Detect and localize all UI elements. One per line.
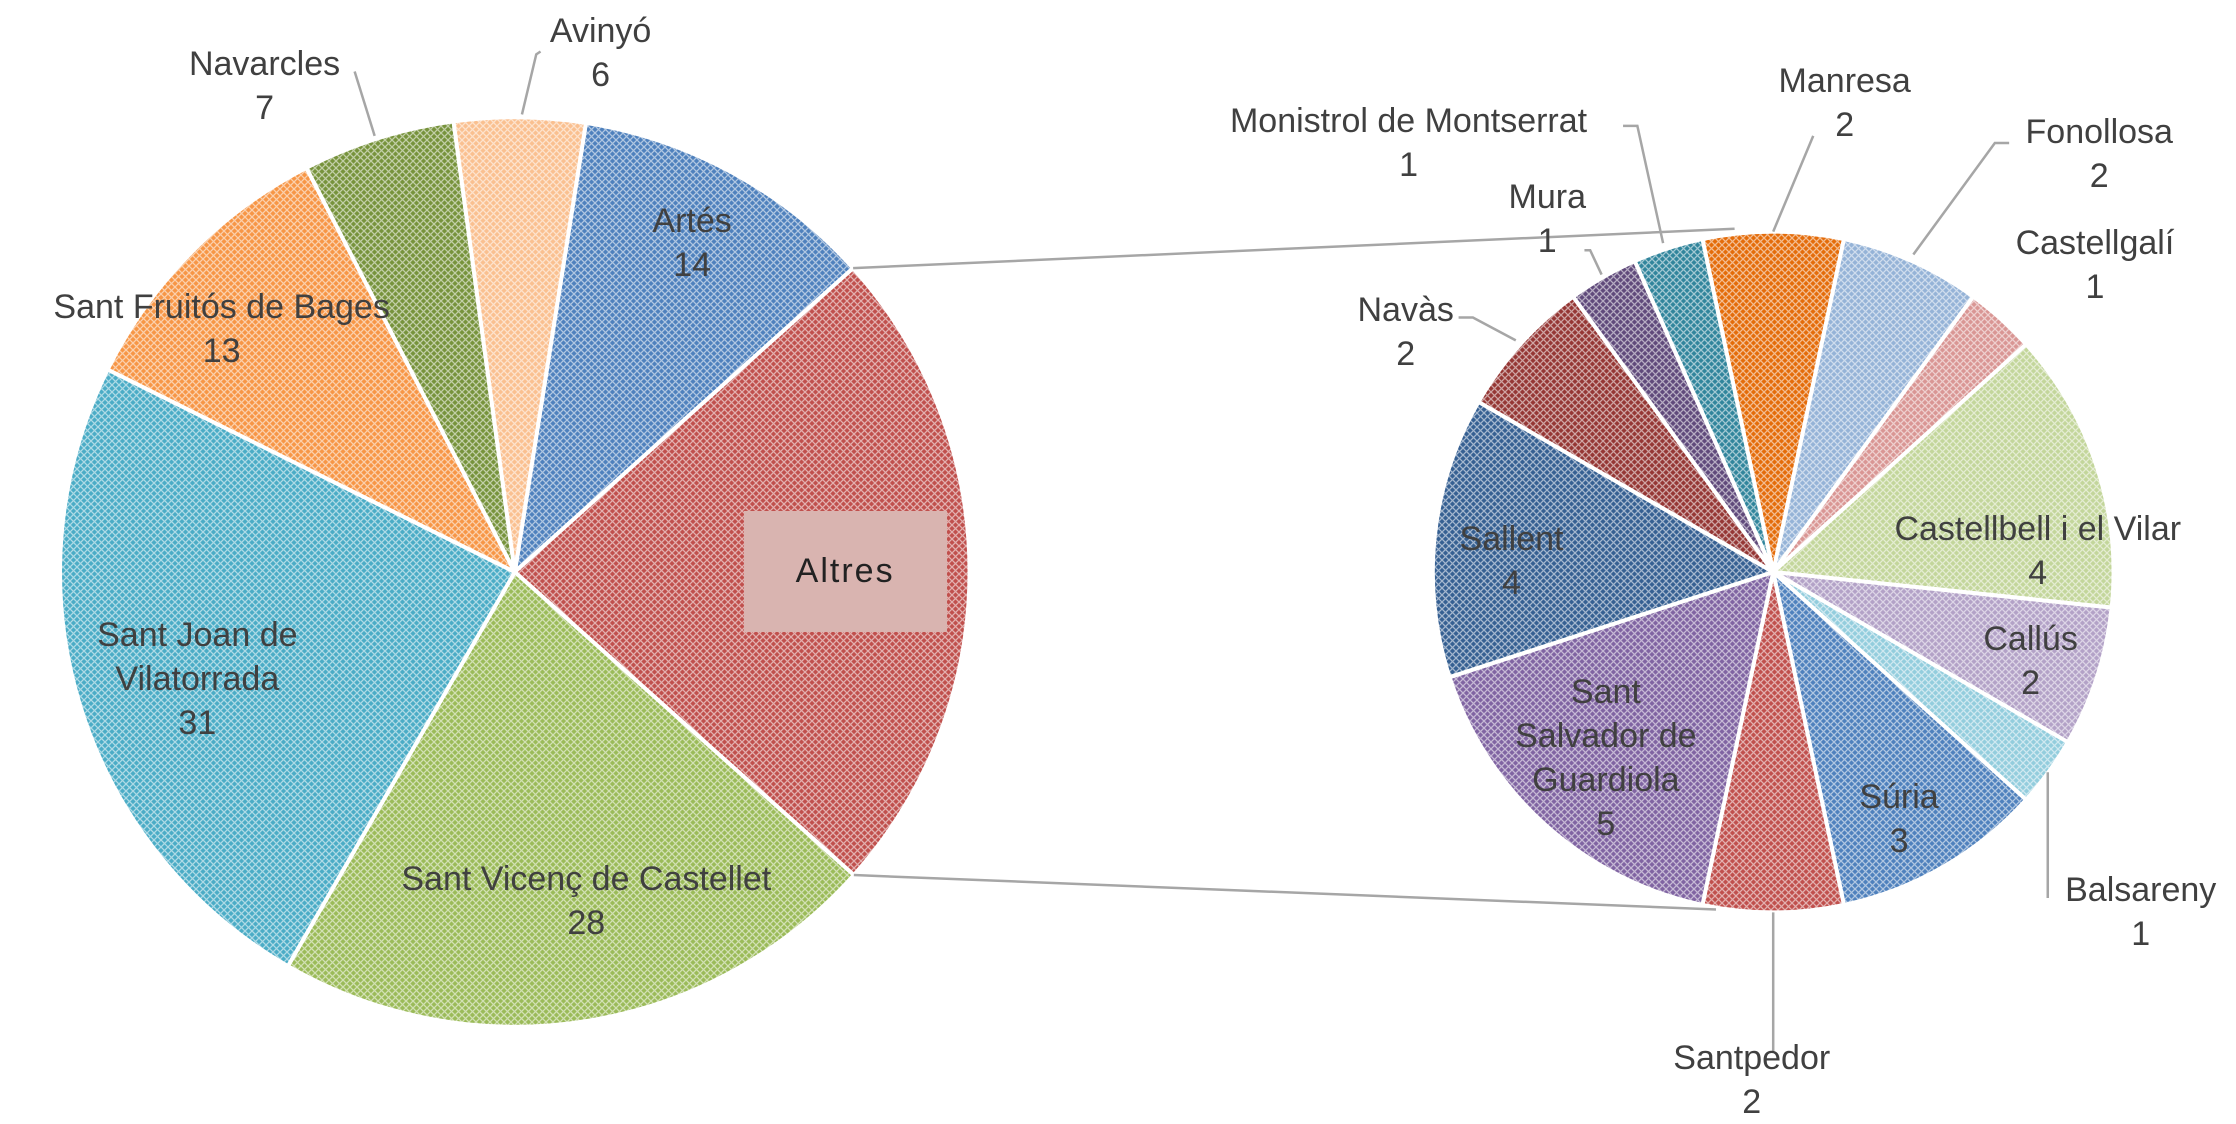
label-value: 28: [567, 903, 606, 942]
label-name: Mura: [1508, 177, 1586, 216]
data-label: Callús 2: [1983, 617, 2077, 705]
leader-line: [353, 71, 376, 137]
label-name: Artés: [652, 202, 732, 241]
label-value: 31: [178, 704, 217, 743]
label-value: 14: [673, 246, 712, 285]
data-label: Sant Fruitós de Bages 13: [53, 285, 389, 373]
data-label: Castellgalí 1: [2016, 221, 2175, 309]
label-value: 2: [1742, 1082, 1762, 1121]
label-value: 1: [2131, 915, 2151, 954]
label-name: Navarcles: [188, 44, 341, 83]
data-label: Navàs 2: [1358, 288, 1454, 376]
label-value: 2: [2021, 663, 2041, 702]
label-name: Santpedor: [1673, 1038, 1831, 1077]
data-label: Avinyó 6: [550, 9, 651, 97]
label-value: 7: [255, 88, 275, 127]
pie-slice: [1769, 566, 2029, 908]
leader-line: [520, 50, 542, 115]
label-name: Sant Fruitós de Bages: [53, 287, 390, 326]
pie-slice: [1475, 293, 1775, 574]
leader-line: [1912, 141, 2010, 256]
leader-line: [1584, 249, 1603, 276]
label-name: Balsareny: [2065, 871, 2217, 910]
leader-line: [1458, 316, 1517, 342]
data-label: Súria 3: [1859, 775, 1938, 863]
label-name: Castellgalí: [2015, 223, 2175, 262]
label-value: 5: [1596, 804, 1616, 843]
label-value: 1: [1399, 146, 1419, 184]
other-slice: [511, 265, 972, 878]
pie-slice: [303, 119, 517, 573]
label-value: 1: [1537, 221, 1557, 260]
label-name: Sant Joan de Vilatorrada: [97, 616, 298, 699]
label-name: Castellbell i el Vilar: [1894, 509, 2182, 548]
label-value: 4: [2028, 553, 2048, 592]
label-name: Navàs: [1357, 290, 1454, 329]
pie-slice: [511, 120, 856, 578]
pie-slice: [451, 115, 589, 573]
label-name: Avinyó: [549, 11, 652, 50]
data-label: Fonollosa 2: [2026, 110, 2173, 198]
pie-slice: [58, 366, 518, 969]
label-value: 1: [2085, 267, 2105, 306]
label-value: 3: [1889, 822, 1909, 861]
label-name: Sant Vicenç de Castellet: [401, 859, 772, 898]
pie-slice: [1430, 399, 1779, 680]
data-label: Monistrol de Montserrat 1: [1230, 99, 1587, 187]
data-label: Sant Vicenç de Castellet 28: [401, 857, 771, 945]
leader-line: [1623, 124, 1665, 244]
data-label: Manresa 2: [1779, 59, 1911, 147]
label-name: Sallent: [1459, 519, 1564, 558]
pie-slice: [1771, 236, 1977, 574]
other-label: Altres: [743, 510, 947, 633]
pie-slice: [1446, 569, 1776, 908]
pie-slice: [285, 568, 857, 1029]
pie-slice: [1768, 341, 2116, 610]
label-value: 2: [1396, 334, 1416, 373]
data-label: Navarcles 7: [189, 42, 340, 130]
data-label: Mura 1: [1509, 175, 1586, 263]
label-value: 2: [1835, 105, 1855, 144]
label-value: 2: [2089, 157, 2109, 196]
data-label: Sant Joan de Vilatorrada 31: [54, 613, 340, 745]
label-value: 6: [591, 55, 611, 94]
data-label: Balsareny 1: [2065, 868, 2216, 956]
label-name: Sant Salvador de Guardiola: [1515, 672, 1697, 799]
label-name: Callús: [1983, 619, 2078, 658]
connector-line: [853, 227, 1735, 270]
label-name: Monistrol de Montserrat: [1229, 102, 1588, 140]
data-label: Artés 14: [652, 199, 731, 287]
connector-line: [853, 873, 1717, 911]
label-name: Súria: [1859, 778, 1939, 817]
data-label: Castellbell i el Vilar 4: [1894, 507, 2181, 595]
label-name: Fonollosa: [2025, 113, 2173, 152]
data-label: Sallent 4: [1460, 517, 1564, 605]
pie-slice: [1632, 236, 1776, 573]
label-name: Manresa: [1778, 61, 1911, 100]
label-value: 4: [1502, 563, 1521, 602]
pie-slice: [1772, 570, 2114, 745]
data-label: Sant Salvador de Guardiola 5: [1509, 670, 1702, 846]
data-label: Santpedor 2: [1673, 1036, 1830, 1124]
pie-slice: [104, 165, 520, 577]
leader-line: [1772, 135, 1815, 233]
label-value: 13: [202, 331, 241, 370]
